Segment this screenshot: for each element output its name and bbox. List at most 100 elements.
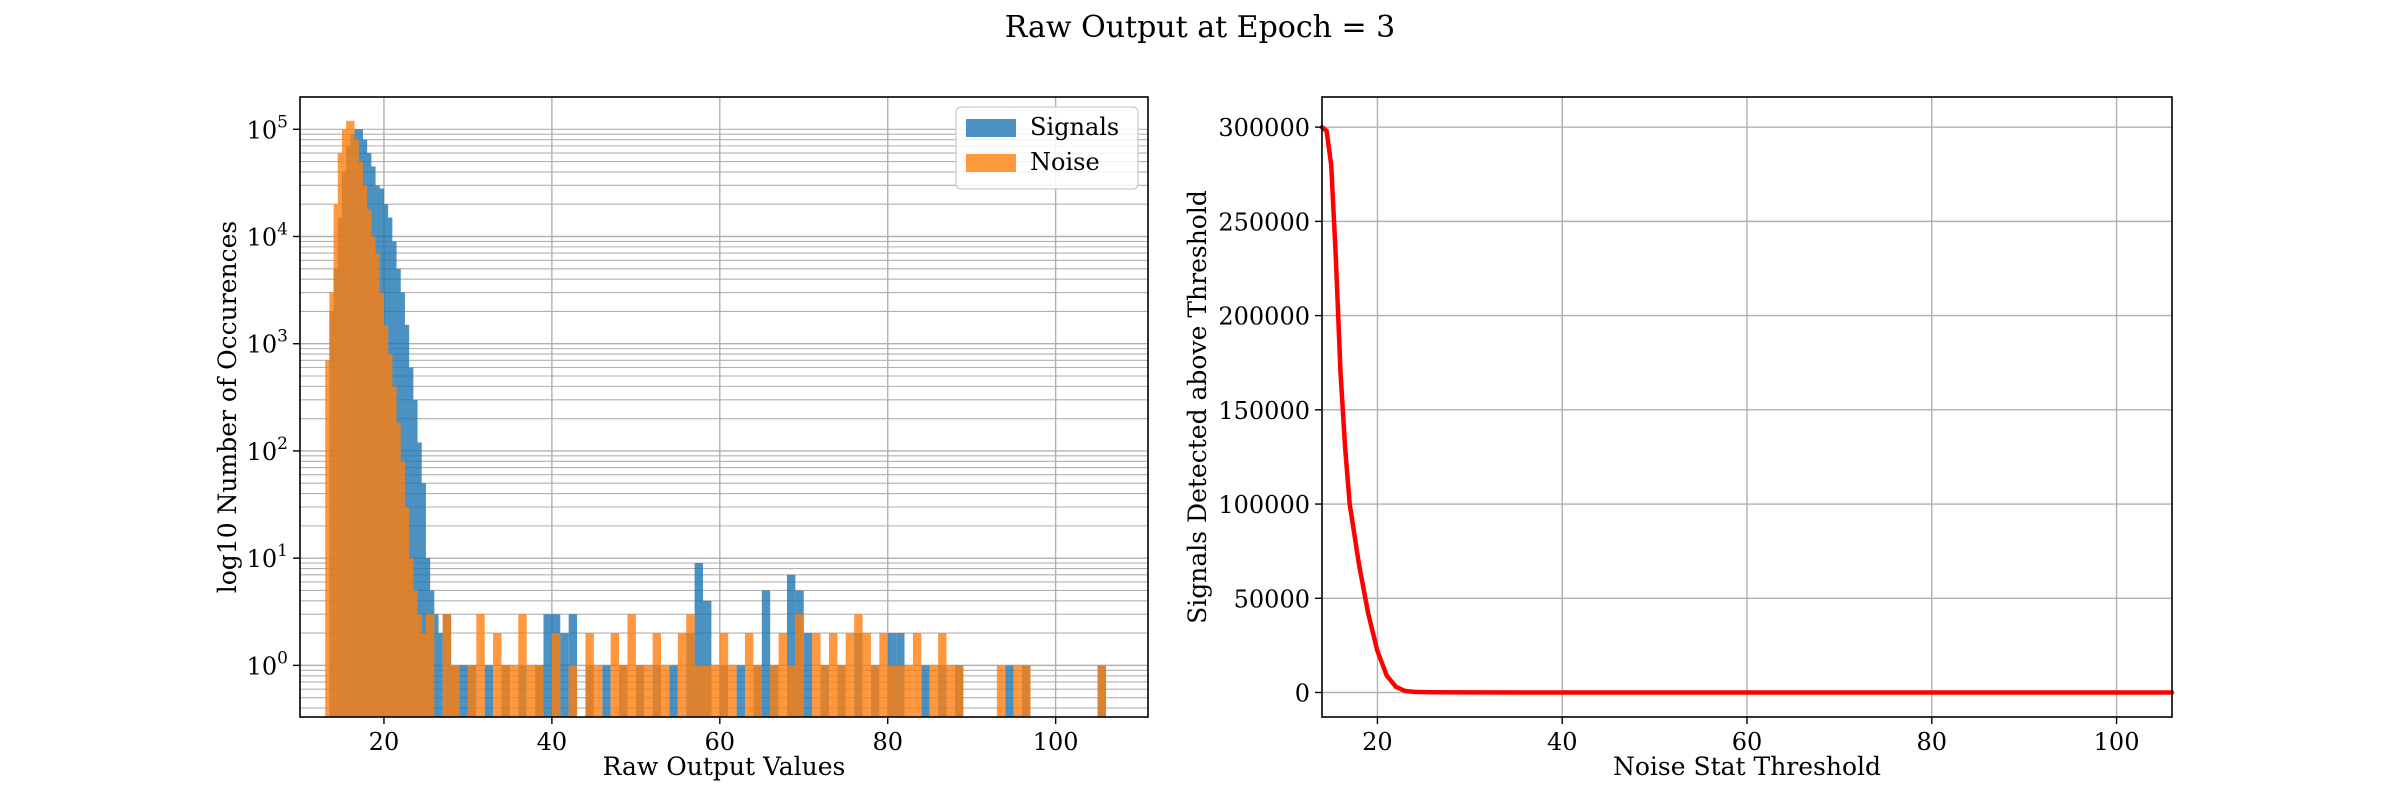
histogram-bar-noise: [396, 461, 405, 717]
histogram-bar-noise: [770, 665, 779, 717]
histogram-bar-noise: [568, 665, 578, 717]
threshold-line: [1319, 124, 2175, 695]
histogram-bar-signals: [669, 665, 678, 717]
histogram-bar-noise: [619, 665, 628, 717]
x-tick-label: 100: [2094, 728, 2140, 756]
histogram-bar-noise: [627, 614, 636, 717]
histogram-bar-noise: [476, 614, 485, 717]
histogram-bar-noise: [954, 665, 964, 717]
histogram-bar-signals: [761, 590, 771, 717]
histogram-bar-noise: [879, 633, 888, 717]
histogram-series-noise: [325, 120, 1107, 718]
histogram-bar-noise: [786, 665, 796, 717]
histogram-bar-noise: [610, 633, 620, 717]
histogram-bar-noise: [501, 665, 510, 717]
histogram-axes: 20 40 60 80 100 100 101 102 103 104 105 Raw Output …: [213, 96, 1149, 781]
histogram-bar-noise: [526, 665, 536, 717]
histogram-bar-noise: [535, 665, 544, 717]
histogram-bar-noise: [744, 633, 754, 717]
histogram-bar-noise: [635, 665, 645, 717]
histogram-bar-noise: [728, 665, 737, 717]
histogram-bar-noise: [703, 665, 712, 717]
histogram-bar-noise: [677, 633, 687, 717]
legend-swatch-signals: [966, 119, 1016, 137]
histogram-bar-noise: [442, 614, 452, 717]
y-tick-label: 300000: [1218, 114, 1310, 142]
threshold-y-axis-label: Signals Detected above Threshold: [1183, 190, 1212, 624]
y-tick-label: 100000: [1218, 491, 1310, 519]
histogram-bar-noise: [812, 633, 821, 717]
histogram-bar-noise: [996, 665, 1006, 717]
histogram-bar-noise: [904, 665, 913, 717]
histogram-bar-noise: [753, 665, 762, 717]
histogram-bar-noise: [1022, 665, 1031, 717]
x-tick-label: 60: [1732, 728, 1763, 756]
histogram-bar-noise: [551, 633, 561, 717]
histogram-bar-noise: [862, 633, 871, 717]
histogram-bar-noise: [518, 614, 527, 717]
histogram-bar-signals: [543, 614, 552, 717]
histogram-bar-noise: [946, 665, 955, 717]
histogram-bar-noise: [661, 665, 670, 717]
histogram-bar-signals: [417, 483, 426, 717]
histogram-bar-noise: [417, 633, 426, 717]
x-tick-label: 40: [537, 728, 568, 756]
histogram-bar-noise: [845, 633, 855, 717]
histogram-bar-noise: [795, 614, 804, 717]
histogram-y-axis-label: log10 Number of Occurences: [213, 221, 242, 594]
histogram-bar-signals: [694, 563, 704, 717]
histogram-bar-noise: [337, 153, 347, 718]
x-tick-label: 40: [1547, 728, 1578, 756]
x-tick-label: 100: [1033, 728, 1079, 756]
threshold-axes: 20 40 60 80 100 0 50000 100000 150000 200000 25000…: [1183, 96, 2175, 781]
histogram-bar-noise: [686, 614, 695, 717]
histogram-bar-noise: [1097, 665, 1107, 717]
histogram-bar-signals: [703, 600, 712, 717]
x-tick-label: 80: [1917, 728, 1948, 756]
histogram-bar-noise: [711, 665, 720, 717]
legend-swatch-noise: [966, 154, 1016, 172]
histogram-bar-noise: [694, 665, 704, 717]
histogram-bar-signals: [786, 574, 796, 717]
histogram-bar-noise: [371, 253, 380, 717]
histogram-bar-noise: [425, 614, 435, 717]
y-tick-label: 150000: [1218, 397, 1310, 425]
histogram-bar-noise: [887, 665, 897, 717]
threshold-x-axis-label: Noise Stat Threshold: [1613, 752, 1881, 781]
histogram-bar-noise: [652, 633, 662, 717]
histogram-bar-noise: [820, 665, 829, 717]
histogram-bar-noise: [912, 633, 922, 717]
histogram-bar-noise: [778, 633, 787, 717]
x-tick-label: 80: [872, 728, 903, 756]
histogram-bar-signals: [736, 665, 745, 717]
histogram-bar-noise: [896, 665, 905, 717]
histogram-bar-noise: [451, 665, 460, 717]
histogram-bar-noise: [593, 665, 603, 717]
y-tick-label: 105: [247, 112, 288, 144]
y-tick-label: 50000: [1234, 585, 1310, 613]
histogram-bar-signals: [803, 633, 813, 717]
histogram-bar-noise: [346, 120, 355, 718]
histogram-bar-noise: [828, 633, 838, 717]
histogram-bar-signals: [484, 665, 494, 717]
histogram-bar-noise: [585, 633, 594, 717]
histogram-bar-noise: [358, 185, 368, 717]
histogram-bar-noise: [509, 665, 519, 717]
histogram-bar-noise: [383, 354, 393, 717]
histogram-bar-signals: [560, 633, 569, 717]
histogram-bar-noise: [1013, 665, 1023, 717]
legend-label-noise: Noise: [1030, 148, 1100, 176]
histogram-bar-noise: [870, 665, 880, 717]
y-tick-label: 103: [247, 327, 288, 359]
y-tick-label: 200000: [1218, 303, 1310, 331]
y-tick-label: 101: [247, 541, 288, 573]
histogram-bar-noise: [854, 614, 863, 717]
legend-label-signals: Signals: [1030, 113, 1119, 141]
histogram-bar-signals: [459, 665, 468, 717]
figure-title: Raw Output at Epoch = 3: [1004, 10, 1396, 45]
y-tick-label: 100: [247, 648, 288, 680]
histogram-bar-noise: [493, 633, 502, 717]
histogram-bar-signals: [921, 665, 930, 717]
histogram-bar-noise: [837, 665, 846, 717]
